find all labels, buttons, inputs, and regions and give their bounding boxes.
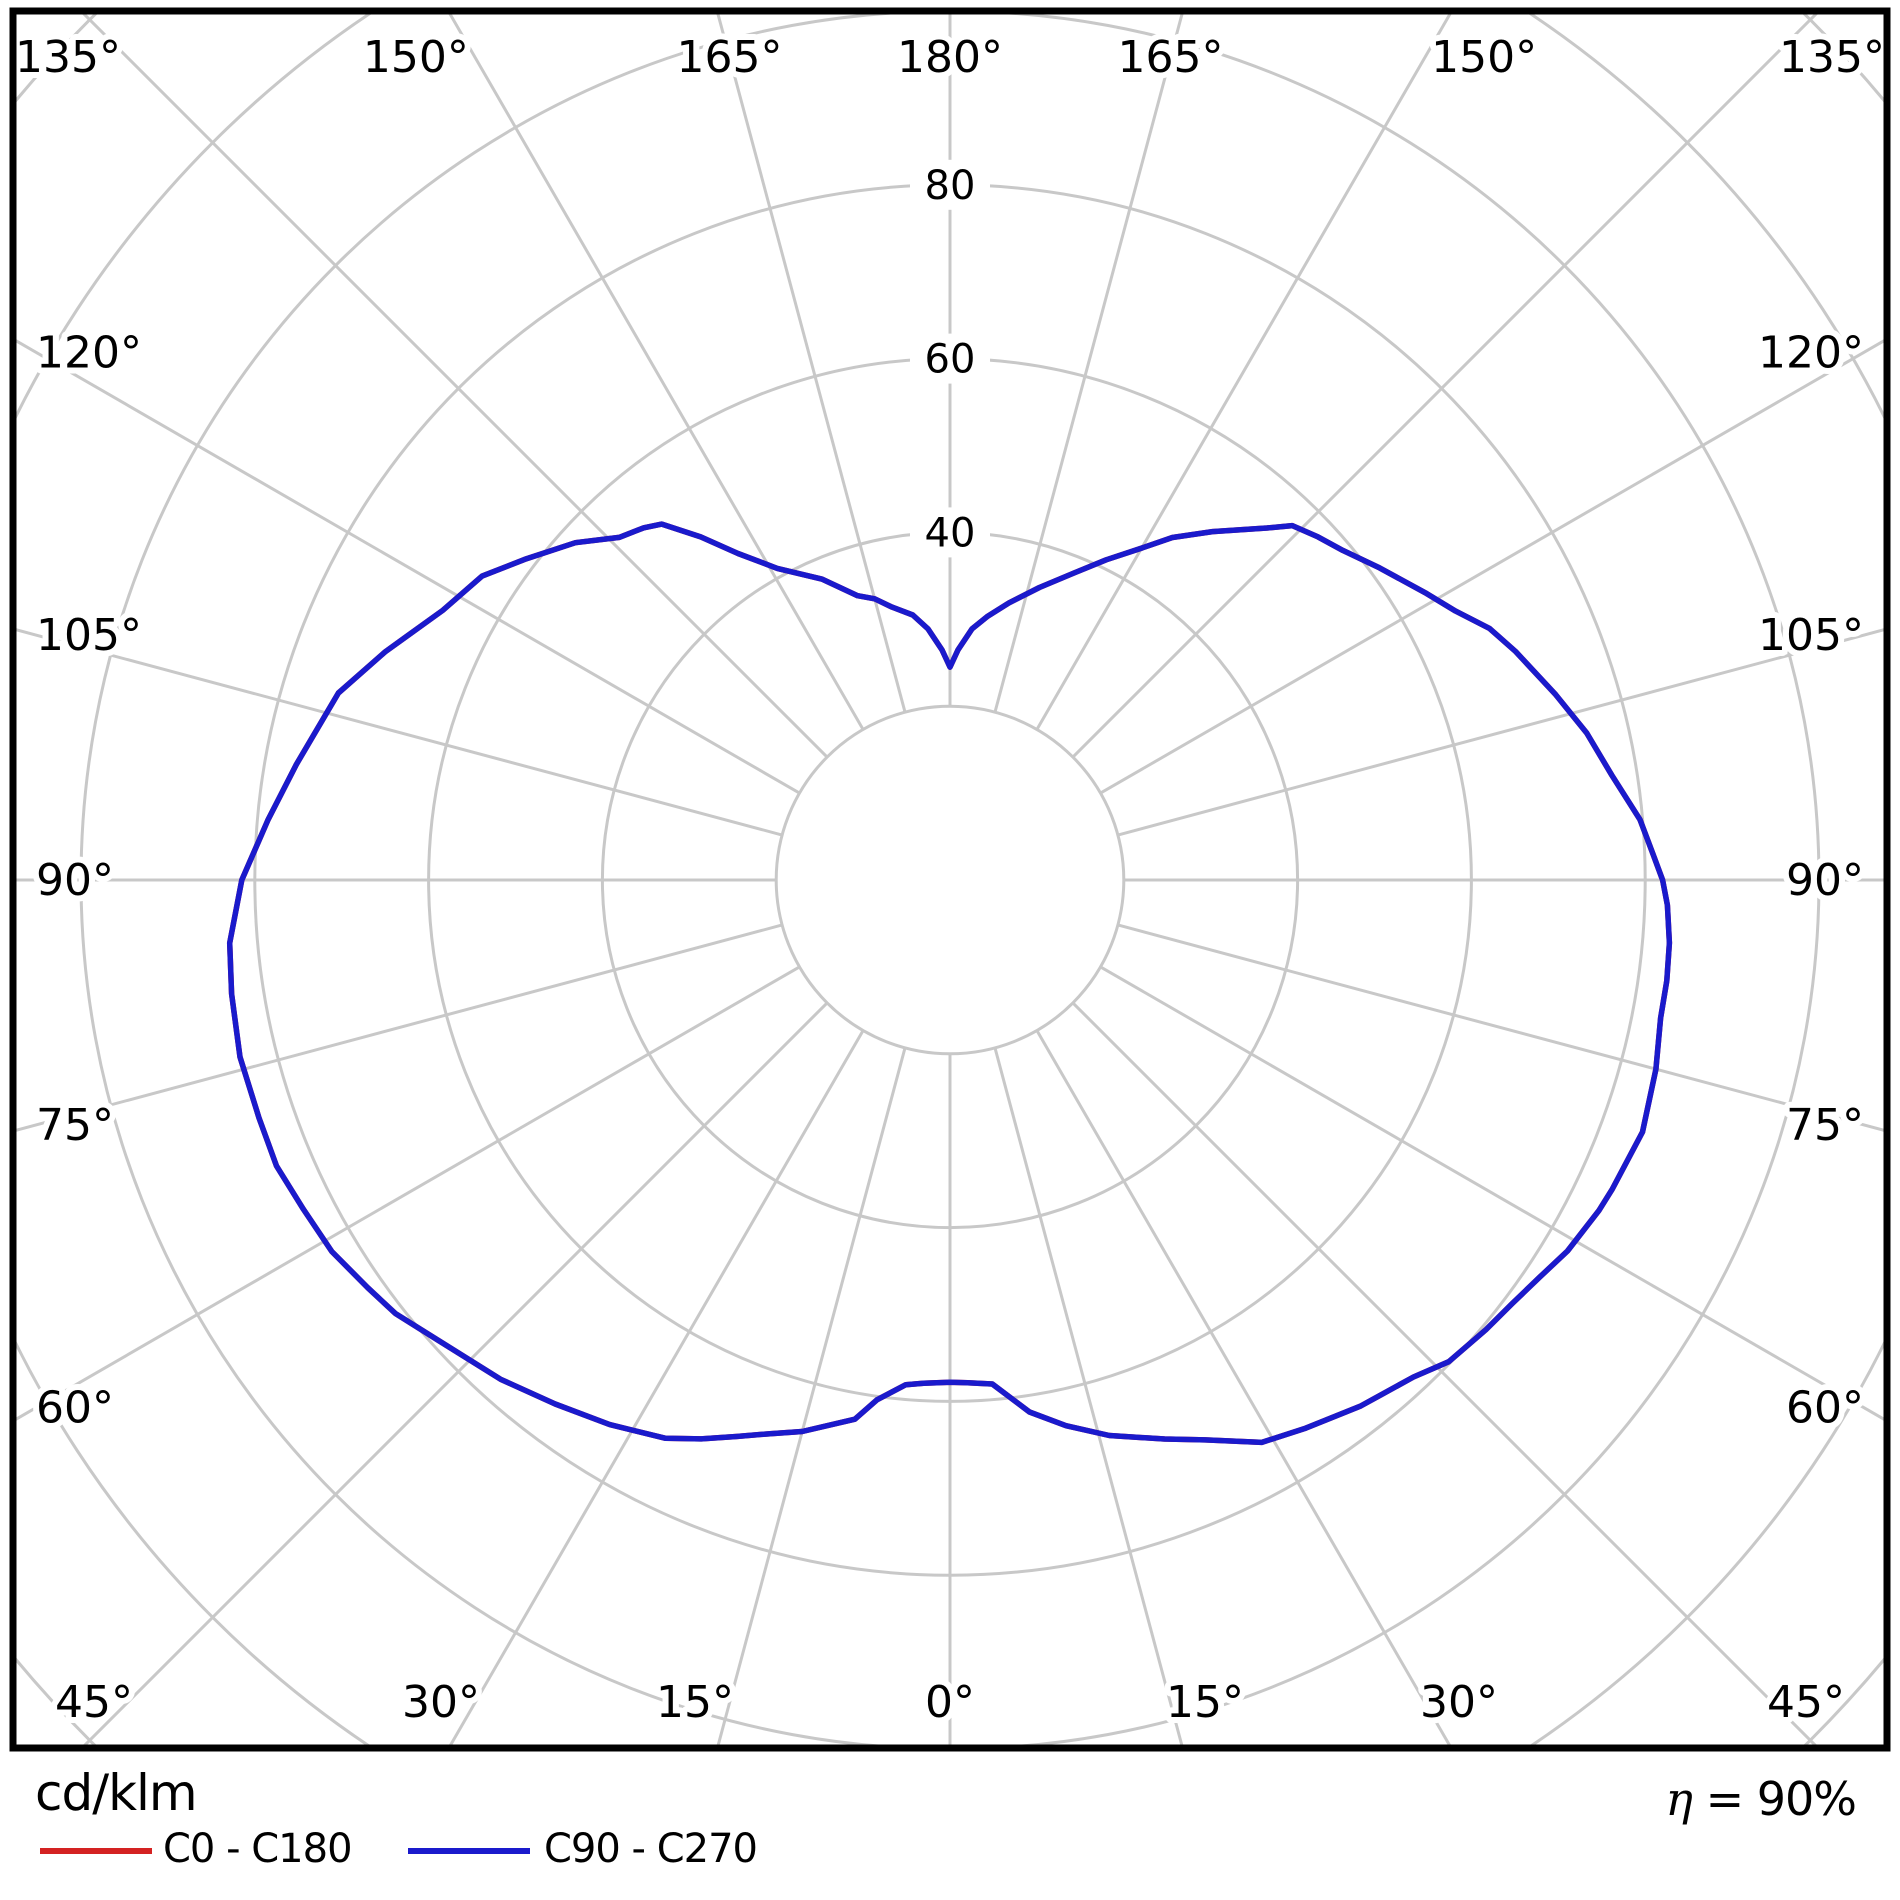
grid-spoke-45 [1071, 1001, 1818, 1745]
grid-spoke-30 [1035, 1029, 1452, 1745]
angular-label-L150: 150° [363, 32, 469, 83]
chart-frame [9, 7, 1891, 1752]
angular-label-R150: 150° [1431, 32, 1537, 83]
angular-label-L75: 75° [36, 1100, 114, 1151]
angular-label-R90: 90° [1786, 855, 1864, 906]
angular-label-L45: 45° [55, 1677, 133, 1728]
angular-label-L120: 120° [36, 327, 142, 378]
grid-spoke-120 [1099, 339, 1884, 795]
tick-label-bg [910, 159, 990, 210]
angular-label-R105: 105° [1758, 610, 1864, 661]
grid-spoke-135 [1071, 14, 1819, 759]
grid-spoke-60 [1099, 965, 1884, 1421]
grid-spoke-15 [993, 1047, 1184, 1745]
angular-label-R135: 135° [1779, 32, 1885, 83]
angular-label-L15: 15° [656, 1677, 734, 1728]
legend-label-c90-c270: C90 - C270 [544, 1826, 758, 1872]
grid-spoke-195 [716, 14, 907, 713]
radial-tick-80: 80 [925, 163, 976, 209]
grid-spoke-345 [716, 1047, 907, 1745]
angular-label-R180: 180° [897, 32, 1003, 83]
curve-C90-C270 [226, 521, 1673, 1446]
grid-spoke-330 [448, 1029, 865, 1745]
tick-label-bg [910, 333, 990, 384]
grid-spoke-225 [81, 14, 829, 759]
angular-label-L60: 60° [36, 1383, 114, 1434]
angular-label-R165: 165° [1118, 32, 1224, 83]
grid-spoke-240 [16, 339, 801, 795]
angular-label-L135: 135° [15, 32, 121, 83]
radial-tick-60: 60 [925, 337, 976, 383]
angular-label-R30: 30° [1420, 1677, 1498, 1728]
grid-spoke-285 [16, 923, 783, 1132]
unit-label: cd/klm [35, 1764, 198, 1822]
grid-spoke-210 [448, 14, 865, 731]
tick-label-bg [910, 507, 990, 558]
legend-swatch-c0-c180 [40, 1848, 152, 1854]
intensity-curves [226, 521, 1673, 1446]
grid-spoke-75 [1117, 923, 1884, 1132]
eta-value: = 90% [1691, 1772, 1857, 1826]
angular-label-L165: 165° [676, 32, 782, 83]
angular-label-R60: 60° [1786, 1383, 1864, 1434]
grid-spoke-105 [1117, 628, 1884, 837]
angular-labels: 135° 150° 165° 180° 165° 150° 135° 120° 105° 90° 7… [9, 26, 1891, 1734]
angular-label-L105: 105° [36, 610, 142, 661]
angular-label-L30: 30° [402, 1677, 480, 1728]
legend-swatch-c90-c270 [408, 1848, 530, 1854]
radial-tick-40: 40 [925, 510, 976, 556]
angular-label-R45: 45° [1767, 1677, 1845, 1728]
eta-symbol: η [1665, 1772, 1693, 1826]
angular-label-R75: 75° [1786, 1100, 1864, 1151]
efficiency-label: η = 90% [1665, 1772, 1857, 1826]
angular-label-R15: 15° [1166, 1677, 1244, 1728]
grid-spoke-300 [16, 965, 801, 1421]
angular-label-L90: 90° [36, 855, 114, 906]
angular-label-R120: 120° [1758, 327, 1864, 378]
angular-label-R0: 0° [925, 1677, 975, 1728]
grid-spoke-165 [993, 14, 1184, 713]
legend-label-c0-c180: C0 - C180 [163, 1826, 353, 1872]
radial-tick-labels: 40 60 80 [910, 159, 990, 558]
grid-spoke-255 [16, 628, 783, 837]
grid-spoke-315 [82, 1001, 829, 1745]
